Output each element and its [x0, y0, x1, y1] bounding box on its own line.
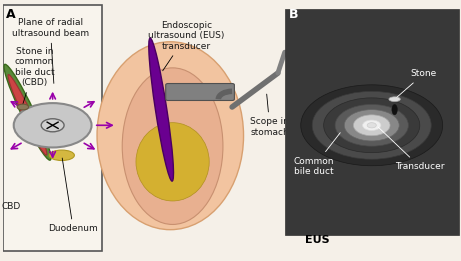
Circle shape [335, 104, 408, 146]
Ellipse shape [389, 97, 400, 102]
Text: B: B [290, 8, 299, 21]
Circle shape [362, 120, 381, 130]
Circle shape [367, 123, 376, 128]
Text: Common
bile duct: Common bile duct [294, 133, 340, 176]
Text: Endoscopic
ultrasound (EUS)
transducer: Endoscopic ultrasound (EUS) transducer [148, 21, 225, 71]
Ellipse shape [122, 68, 223, 224]
Ellipse shape [136, 123, 209, 201]
Circle shape [354, 115, 390, 136]
Text: CBD: CBD [2, 202, 21, 211]
Text: Stone: Stone [397, 69, 437, 97]
Text: EUS: EUS [305, 235, 330, 245]
Text: Plane of radial
ultrasound beam: Plane of radial ultrasound beam [12, 18, 89, 83]
Circle shape [14, 103, 92, 147]
FancyBboxPatch shape [285, 9, 459, 235]
Text: Stone in
common
bile duct
(CBD): Stone in common bile duct (CBD) [14, 47, 54, 104]
Text: Duodenum: Duodenum [48, 158, 98, 233]
Circle shape [301, 85, 443, 166]
Ellipse shape [17, 104, 29, 110]
Circle shape [344, 110, 399, 141]
Ellipse shape [392, 104, 397, 115]
Ellipse shape [149, 38, 173, 181]
Circle shape [312, 91, 431, 159]
Ellipse shape [97, 42, 243, 230]
Ellipse shape [8, 74, 47, 155]
Circle shape [324, 98, 420, 153]
Text: Transducer: Transducer [378, 127, 444, 171]
Text: Scope in
stomach: Scope in stomach [250, 94, 290, 137]
Ellipse shape [49, 150, 74, 161]
Text: A: A [6, 8, 15, 21]
Circle shape [41, 119, 64, 132]
FancyBboxPatch shape [3, 5, 101, 251]
Ellipse shape [4, 64, 51, 160]
FancyBboxPatch shape [165, 84, 234, 100]
